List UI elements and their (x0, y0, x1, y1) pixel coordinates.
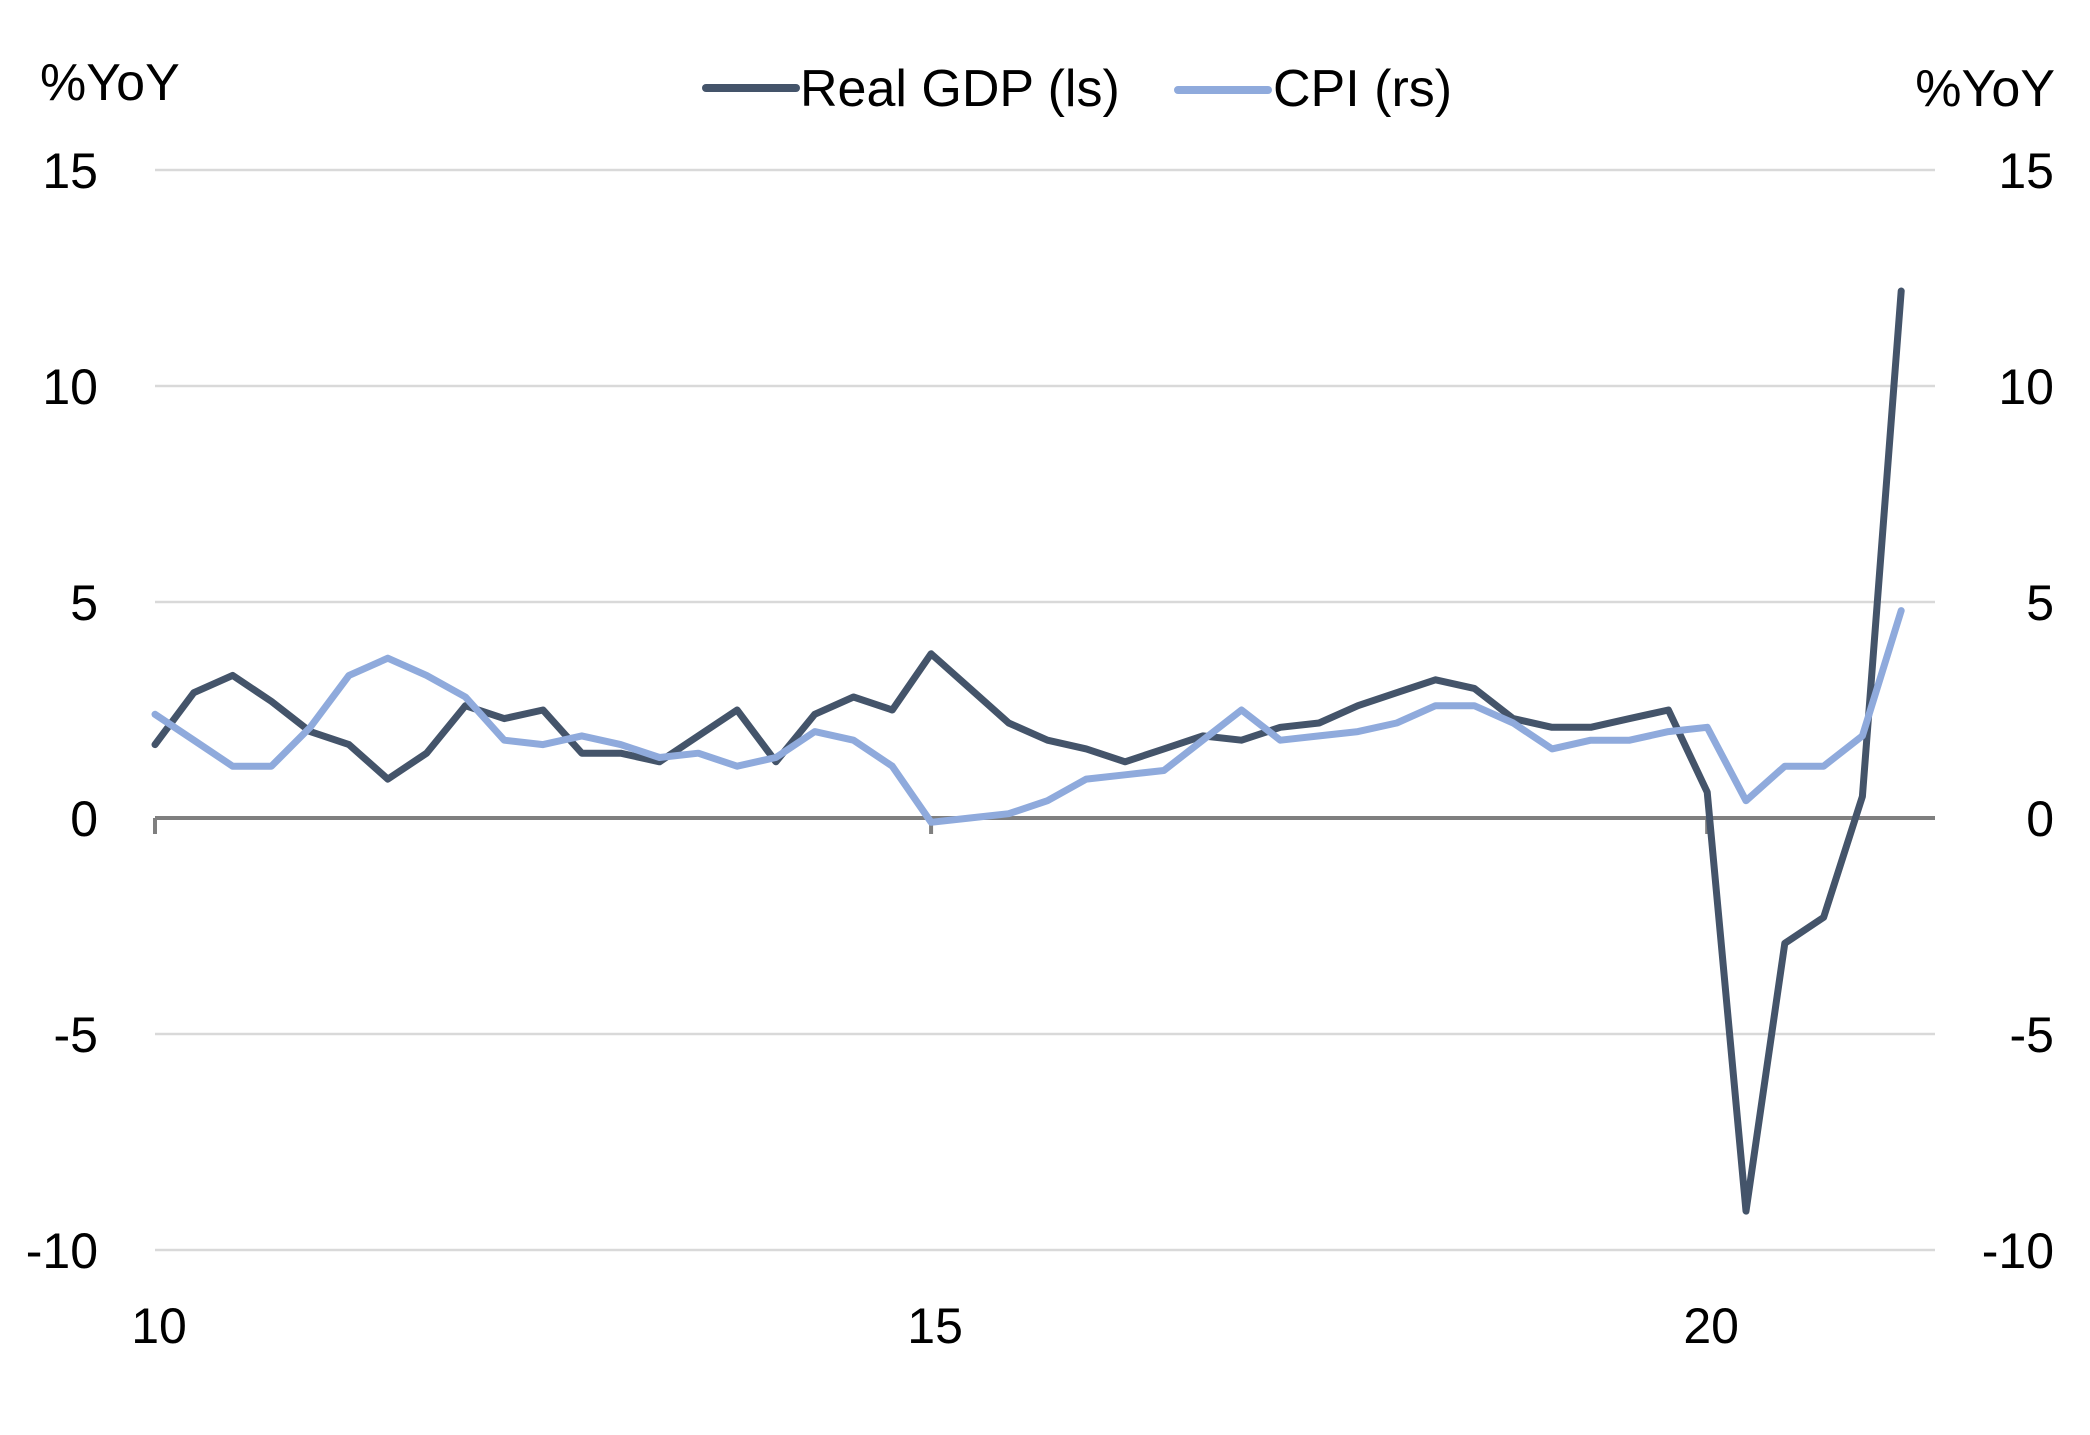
x-tick-label: 20 (1683, 1298, 1739, 1354)
series-line-cpi (151, 607, 1905, 826)
right-y-tick-label: -5 (2010, 1007, 2054, 1063)
left-y-tick-label: -10 (26, 1223, 98, 1279)
legend-item-real-gdp: Real GDP (ls) (702, 60, 1120, 118)
legend-label-cpi: CPI (rs) (1273, 60, 1452, 118)
right-y-tick-label: 15 (1998, 143, 2054, 199)
gridlines (155, 168, 1935, 1252)
left-y-tick-label: 15 (42, 143, 98, 199)
x-tick-label: 15 (907, 1298, 963, 1354)
left-y-tick-label: 0 (70, 791, 98, 847)
left-y-tick-label: 5 (70, 575, 98, 631)
left-axis-unit: %YoY (40, 54, 180, 112)
series-layer (151, 287, 1905, 1215)
legend: Real GDP (ls) CPI (rs) (702, 60, 1452, 118)
right-axis-unit: %YoY (1915, 60, 2055, 118)
right-y-tick-label: 5 (2026, 575, 2054, 631)
right-y-tick-label: -10 (1982, 1223, 2054, 1279)
right-y-tick-label: 0 (2026, 791, 2054, 847)
left-y-tick-label: 10 (42, 359, 98, 415)
legend-item-cpi: CPI (rs) (1174, 60, 1452, 118)
left-y-tick-label: -5 (54, 1007, 98, 1063)
series-line-real-gdp (151, 287, 1905, 1215)
right-y-tick-label: 10 (1998, 359, 2054, 415)
legend-label-real-gdp: Real GDP (ls) (800, 60, 1120, 118)
x-tick-label: 10 (131, 1298, 187, 1354)
x-axis (153, 816, 1935, 834)
